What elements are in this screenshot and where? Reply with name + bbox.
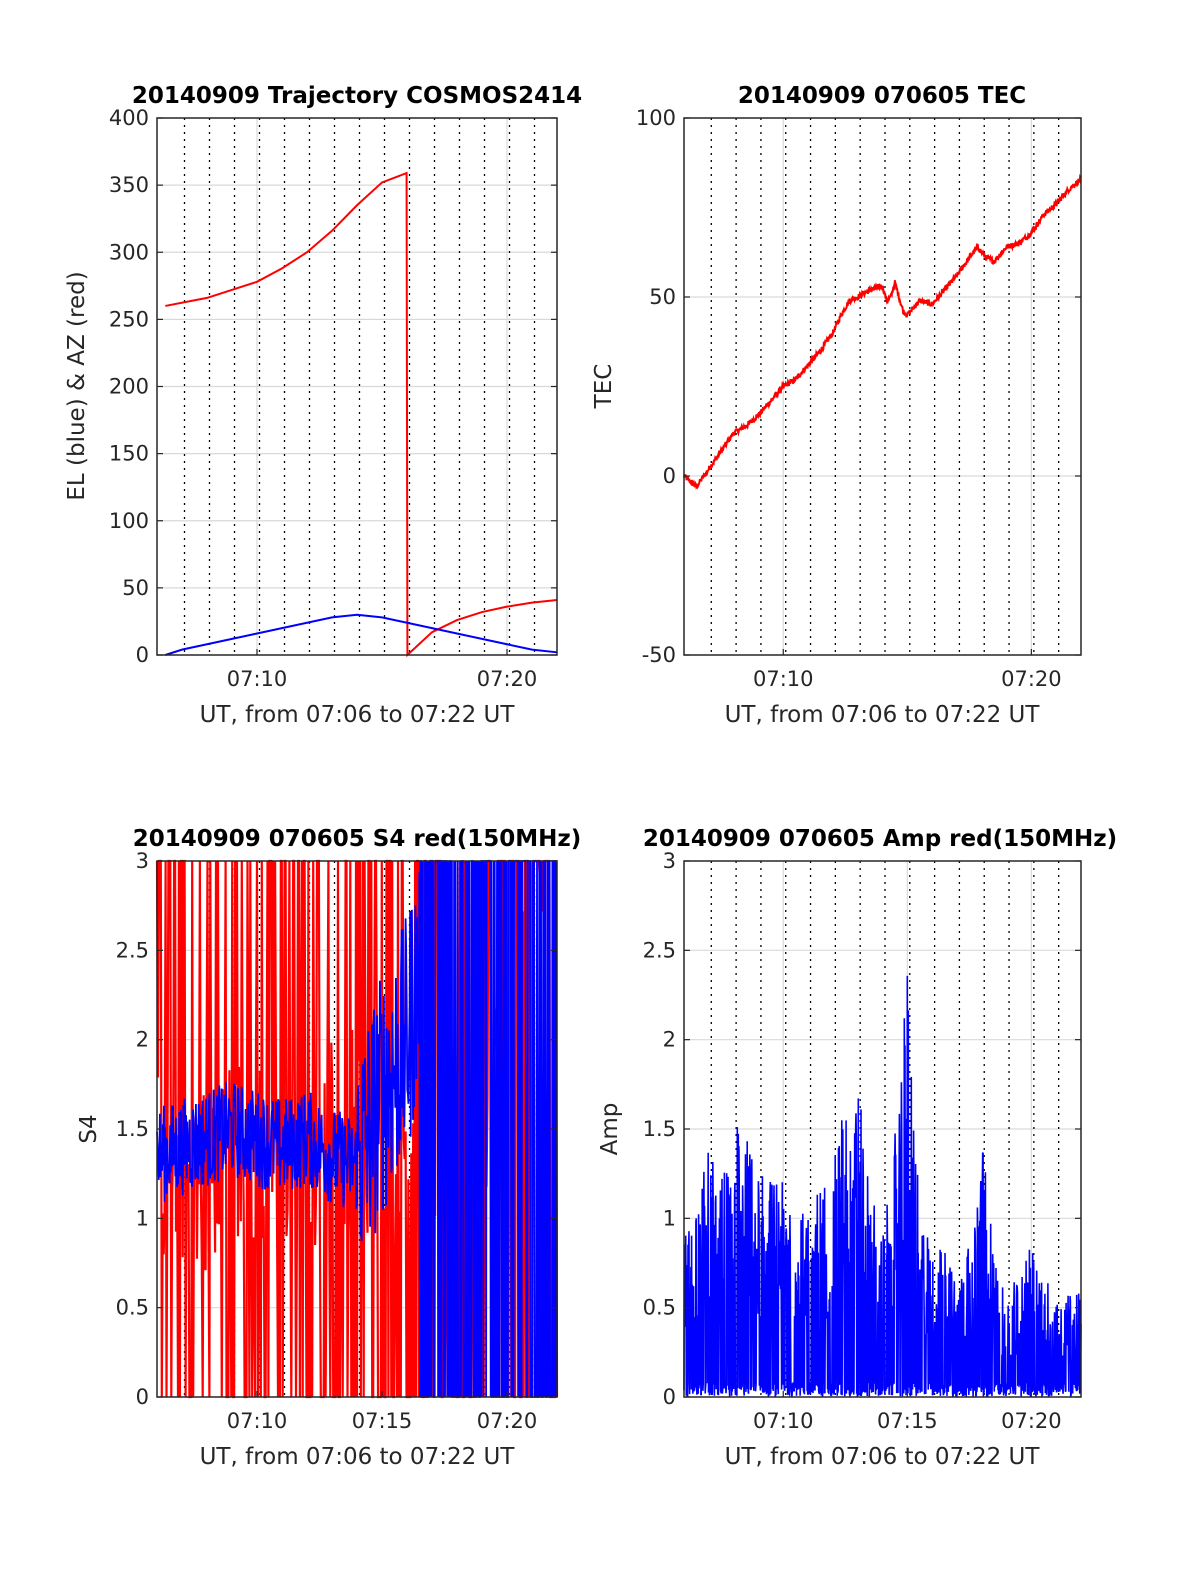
y-tick-label: 0.5 bbox=[116, 1296, 149, 1320]
y-tick-label: 150 bbox=[109, 442, 149, 466]
y-tick-label: 250 bbox=[109, 307, 149, 331]
x-axis-label: UT, from 07:06 to 07:22 UT bbox=[200, 702, 516, 728]
x-tick-label: 07:20 bbox=[477, 1409, 538, 1433]
y-tick-label: 0 bbox=[136, 1385, 149, 1409]
azimuth-line bbox=[165, 171, 558, 658]
series-lines bbox=[165, 171, 558, 658]
y-axis-label: EL (blue) & AZ (red) bbox=[64, 271, 90, 500]
x-tick-label: 07:20 bbox=[1001, 667, 1062, 691]
elevation-line bbox=[165, 613, 558, 656]
y-tick-label: 400 bbox=[109, 106, 149, 130]
amp-blue-line bbox=[683, 975, 1082, 1399]
y-axis-label: Amp bbox=[597, 1103, 623, 1156]
grid bbox=[157, 118, 557, 655]
y-tick-label: 3 bbox=[663, 849, 676, 873]
plot-frame bbox=[683, 117, 1082, 656]
x-axis-label: UT, from 07:06 to 07:22 UT bbox=[200, 1444, 516, 1470]
x-tick-label: 07:15 bbox=[352, 1409, 413, 1433]
series-lines bbox=[683, 173, 1082, 490]
x-tick-label: 07:15 bbox=[877, 1409, 938, 1433]
y-tick-label: 2.5 bbox=[116, 938, 149, 962]
x-tick-label: 07:10 bbox=[753, 667, 814, 691]
y-axis-label: S4 bbox=[76, 1114, 102, 1143]
chart-title: 20140909 070605 TEC bbox=[738, 83, 1026, 109]
chart-title: 20140909 Trajectory COSMOS2414 bbox=[132, 83, 582, 109]
y-tick-label: 300 bbox=[109, 240, 149, 264]
y-tick-label: 100 bbox=[109, 509, 149, 533]
series-lines bbox=[683, 975, 1082, 1399]
y-tick-label: 0 bbox=[663, 464, 676, 488]
y-tick-label: 0 bbox=[663, 1385, 676, 1409]
y-axis-label: TEC bbox=[591, 364, 617, 410]
x-axis-label: UT, from 07:06 to 07:22 UT bbox=[725, 1444, 1041, 1470]
y-tick-label: 0.5 bbox=[643, 1296, 676, 1320]
axis-ticks: -50 0 50 100 07:10 07:20 bbox=[636, 106, 1081, 691]
y-tick-label: 1.5 bbox=[643, 1117, 676, 1141]
axis-ticks: 0 50 100 150 200 250 300 350 400 07:10 07:20 bbox=[109, 106, 557, 691]
y-tick-label: 0 bbox=[136, 643, 149, 667]
y-tick-label: 1 bbox=[136, 1206, 149, 1230]
axis-ticks: 0 0.5 1 1.5 2 2.5 3 07:10 07:15 07:20 bbox=[116, 849, 557, 1433]
x-tick-label: 07:10 bbox=[227, 667, 288, 691]
axis-ticks: 0 0.5 1 1.5 2 2.5 3 07:10 07:15 07:20 bbox=[643, 849, 1081, 1433]
s4-blue-line bbox=[156, 860, 558, 1398]
chart-title: 20140909 070605 S4 red(150MHz) bbox=[133, 826, 582, 852]
y-tick-label: -50 bbox=[642, 643, 676, 667]
x-tick-label: 07:20 bbox=[477, 667, 538, 691]
y-tick-label: 100 bbox=[636, 106, 676, 130]
x-tick-label: 07:10 bbox=[227, 1409, 288, 1433]
x-tick-label: 07:20 bbox=[1001, 1409, 1062, 1433]
y-tick-label: 1.5 bbox=[116, 1117, 149, 1141]
y-tick-label: 200 bbox=[109, 375, 149, 399]
panel-amp: 0 0.5 1 1.5 2 2.5 3 07:10 07:15 07:20 20140909 07… bbox=[597, 826, 1117, 1470]
y-tick-label: 50 bbox=[122, 576, 149, 600]
y-tick-label: 1 bbox=[663, 1206, 676, 1230]
y-tick-label: 2 bbox=[663, 1028, 676, 1052]
x-tick-label: 07:10 bbox=[753, 1409, 814, 1433]
panel-trajectory: 0 50 100 150 200 250 300 350 400 07:10 07:20 20140… bbox=[64, 83, 582, 728]
tec-line bbox=[683, 173, 1082, 490]
y-tick-label: 3 bbox=[136, 849, 149, 873]
y-tick-label: 350 bbox=[109, 173, 149, 197]
y-tick-label: 50 bbox=[649, 285, 676, 309]
plot-area bbox=[684, 118, 1081, 655]
panel-s4: 0 0.5 1 1.5 2 2.5 3 07:10 07:15 07:20 20140909 07… bbox=[76, 826, 581, 1470]
x-axis-label: UT, from 07:06 to 07:22 UT bbox=[725, 702, 1041, 728]
y-tick-label: 2 bbox=[136, 1028, 149, 1052]
y-tick-label: 2.5 bbox=[643, 938, 676, 962]
chart-title: 20140909 070605 Amp red(150MHz) bbox=[643, 826, 1117, 852]
